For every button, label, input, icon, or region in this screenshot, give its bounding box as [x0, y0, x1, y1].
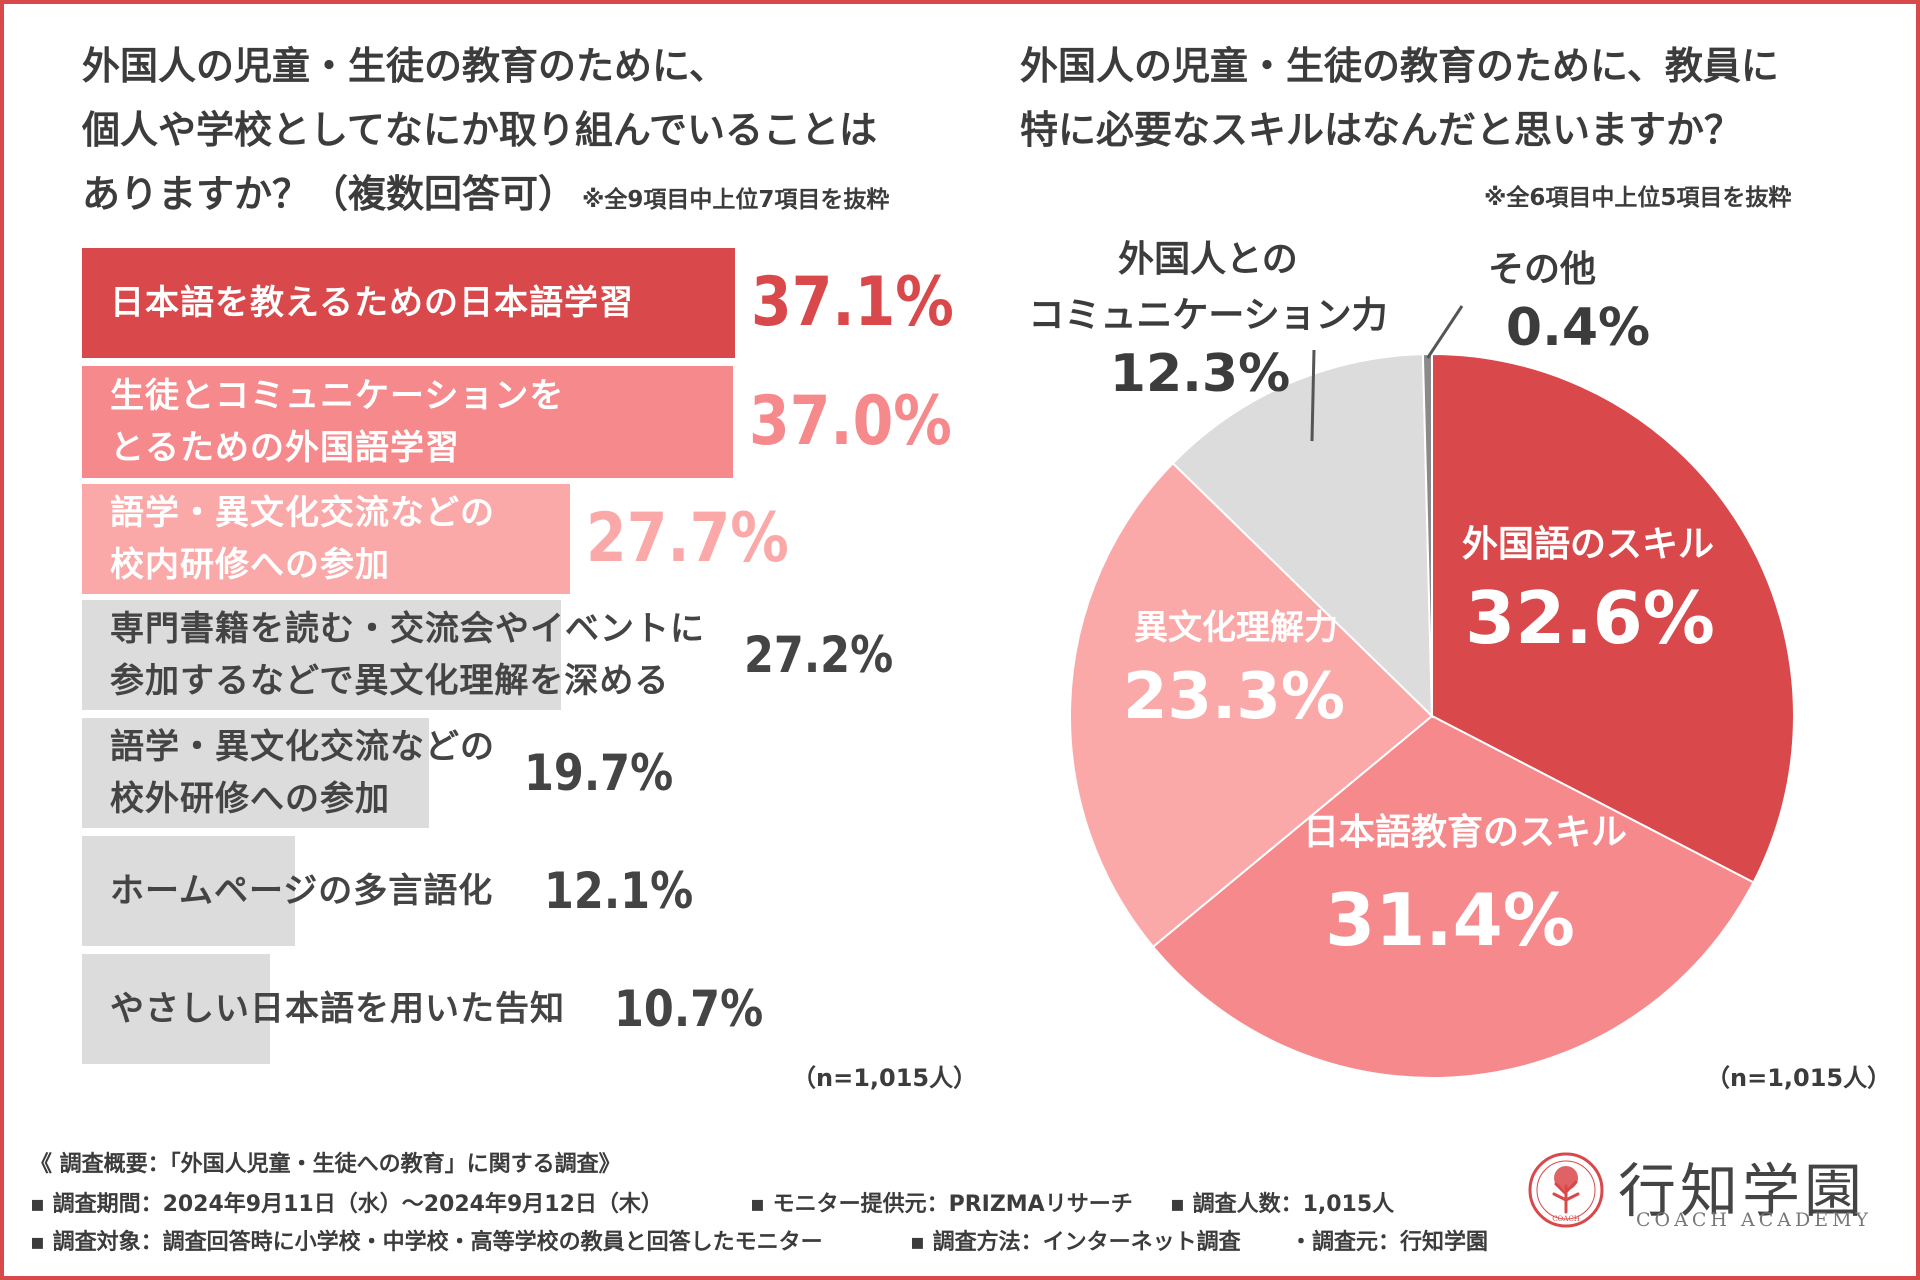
pie-label-1: 外国語のスキル: [1461, 524, 1715, 565]
bar-chart-title: 外国人の児童・生徒の教育のために、 個人や学校としてなにか取り組んでいることは …: [82, 34, 889, 232]
bar-value-2: 37.0%: [749, 382, 953, 461]
bar-title-line-1: 外国人の児童・生徒の教育のために、: [82, 44, 727, 88]
bar-6: [82, 836, 295, 946]
pie-title-line-2: 特に必要なスキルはなんだと思いますか？: [1020, 108, 1743, 152]
survey-summary: 《 調査概要：「外国人児童・生徒への教育」に関する調査》: [30, 1152, 621, 1177]
bar-label-2: 生徒とコミュニケーションを とるための外国語学習: [110, 376, 565, 468]
pie-value-3: 23.3%: [1122, 660, 1346, 734]
bar-chart-note: ※全9項目中上位7項目を抜粋: [582, 187, 890, 213]
bar-4: [82, 600, 561, 710]
pie-label-4: 外国人との コミュニケーション力: [1028, 239, 1388, 336]
pie-slice-4: [1171, 353, 1434, 719]
bar-value-1: 37.1%: [750, 263, 954, 342]
pie-chart-title: 外国人の児童・生徒の教育のために、教員に 特に必要なスキルはなんだと思いますか？: [1020, 34, 1779, 162]
survey-provider: ▪ モニター提供元：PRIZMAリサーチ: [750, 1192, 1133, 1217]
bar-value-6: 12.1%: [544, 862, 694, 920]
bar-value-4: 27.2%: [744, 626, 894, 684]
coach-academy-seal-icon: COACH: [1528, 1152, 1604, 1228]
bar-title-line-3: ありますか？（複数回答可）: [82, 172, 577, 216]
pie-value-1: 32.6%: [1465, 576, 1715, 660]
bar-label-4: 専門書籍を読む・交流会やイベントに 参加するなどで異文化理解を深める: [110, 609, 705, 701]
survey-period: ▪ 調査期間：2024年9月11日（水）～2024年9月12日（木）: [30, 1192, 663, 1217]
pie-title-line-1: 外国人の児童・生徒の教育のために、教員に: [1020, 44, 1779, 88]
pie-label-5: その他: [1487, 249, 1597, 290]
seal-text: COACH: [1552, 1215, 1580, 1223]
pie-slice-5: [1421, 352, 1433, 717]
survey-source: ・調査元：行知学園: [1290, 1230, 1489, 1255]
survey-line-1: ▪ 調査期間：2024年9月11日（水）～2024年9月12日（木） ▪ モニター…: [30, 1186, 1394, 1218]
pie-value-2: 31.4%: [1325, 878, 1575, 962]
bar-label-7: やさしい日本語を用いた告知: [110, 989, 565, 1029]
bar-5: [82, 718, 429, 828]
bar-value-3: 27.7%: [585, 499, 789, 578]
logo-name: 行知学園: [1618, 1157, 1867, 1225]
survey-line-2: ▪ 調査対象：調査回答時に小学校・中学校・高等学校の教員と回答したモニター ▪ 調…: [30, 1224, 1488, 1256]
pie-slice-3: [1068, 461, 1434, 949]
survey-target: ▪ 調査対象：調査回答時に小学校・中学校・高等学校の教員と回答したモニター: [30, 1230, 823, 1255]
bar-label-6: ホームページの多言語化: [110, 871, 494, 911]
bar-label-5: 語学・異文化交流などの 校外研修への参加: [110, 727, 495, 819]
pie-leader-line-5: [1426, 305, 1464, 359]
pie-label-2: 日本語教育のスキル: [1302, 812, 1628, 853]
bar-7: [82, 954, 271, 1064]
pie-chart-note: ※全6項目中上位5項目を抜粋: [1484, 185, 1792, 211]
pie-slice-2: [1151, 714, 1755, 1079]
bar-chart-sample-size: （n=1,015人）: [792, 1064, 978, 1092]
bar-value-7: 10.7%: [614, 980, 764, 1038]
survey-count: ▪ 調査人数：1,015人: [1170, 1192, 1395, 1217]
bar-2: [82, 366, 734, 478]
bar-value-5: 19.7%: [524, 744, 674, 802]
pie-label-3: 異文化理解力: [1134, 608, 1338, 648]
survey-method: ▪ 調査方法：インターネット調査: [910, 1230, 1241, 1255]
bar-title-line-2: 個人や学校としてなにか取り組んでいることは: [82, 108, 877, 152]
pie-leader-line-4: [1310, 349, 1316, 442]
pie-value-4: 12.3%: [1109, 344, 1291, 404]
pie-slice-1: [1431, 352, 1796, 884]
bar-1: [82, 248, 735, 358]
pie-chart-sample-size: （n=1,015人）: [1706, 1064, 1892, 1092]
bar-label-3: 語学・異文化交流などの 校内研修への参加: [110, 493, 495, 585]
logo-subtitle: COACH ACADEMY: [1636, 1209, 1873, 1231]
pie-value-5: 0.4%: [1505, 298, 1651, 358]
bar-3: [82, 484, 570, 594]
bar-label-1: 日本語を教えるための日本語学習: [110, 283, 634, 323]
